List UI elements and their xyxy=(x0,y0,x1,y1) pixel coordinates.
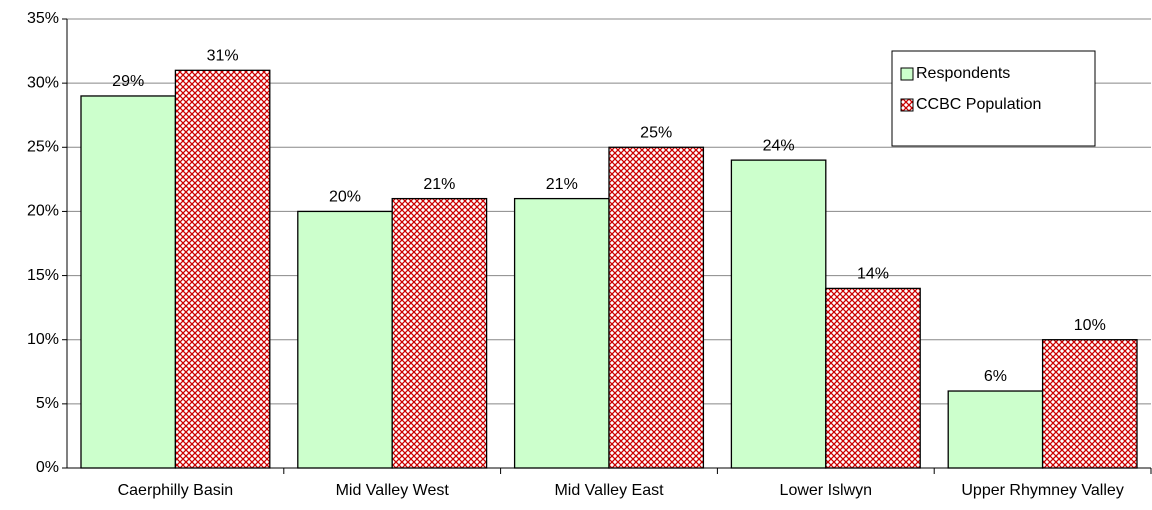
y-tick-label: 0% xyxy=(36,459,59,476)
bar xyxy=(825,287,921,469)
x-tick-label: Upper Rhymney Valley xyxy=(961,482,1123,499)
value-label: 20% xyxy=(329,189,361,206)
x-tick-label: Mid Valley East xyxy=(554,482,664,499)
bar xyxy=(174,69,271,469)
x-tick-label: Lower Islwyn xyxy=(780,482,872,499)
bar xyxy=(1041,339,1138,469)
bar xyxy=(391,197,488,469)
bar xyxy=(297,210,393,469)
bar xyxy=(608,146,705,469)
y-tick-label: 20% xyxy=(27,203,59,220)
legend-label: CCBC Population xyxy=(916,96,1041,113)
x-tick-label: Caerphilly Basin xyxy=(118,482,234,499)
x-tick-label: Mid Valley West xyxy=(336,482,450,499)
bar xyxy=(947,390,1044,469)
legend-box xyxy=(891,50,1096,147)
value-label: 25% xyxy=(640,125,672,142)
bar xyxy=(513,197,610,469)
value-label: 14% xyxy=(857,266,889,283)
y-tick-label: 10% xyxy=(27,331,59,348)
legend-swatch xyxy=(900,67,914,81)
value-label: 21% xyxy=(546,176,578,193)
y-tick-label: 30% xyxy=(27,74,59,91)
bar xyxy=(80,95,177,469)
y-tick-label: 5% xyxy=(36,395,59,412)
bar xyxy=(730,159,827,469)
y-tick-label: 15% xyxy=(27,267,59,284)
value-label: 24% xyxy=(763,137,795,154)
value-label: 6% xyxy=(984,368,1007,385)
y-tick-label: 35% xyxy=(27,10,59,27)
y-tick-label: 25% xyxy=(27,139,59,156)
legend-label: Respondents xyxy=(916,65,1010,82)
value-label: 21% xyxy=(423,176,455,193)
value-label: 29% xyxy=(112,73,144,90)
value-label: 31% xyxy=(207,48,239,65)
value-label: 10% xyxy=(1074,317,1106,334)
legend-swatch xyxy=(900,98,914,112)
